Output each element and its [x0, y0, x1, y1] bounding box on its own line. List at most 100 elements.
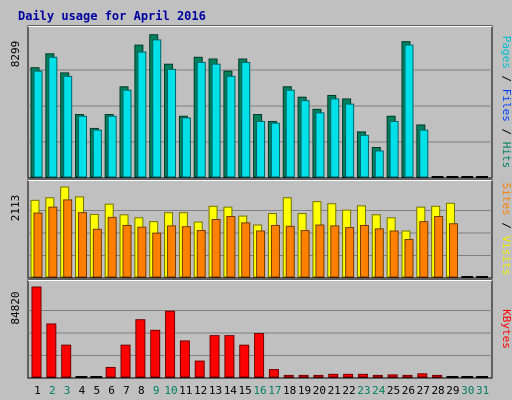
bar-kbytes	[357, 373, 368, 378]
day-label: 30	[461, 384, 474, 397]
day-label: 22	[342, 384, 355, 397]
bar-sites	[181, 226, 191, 278]
bar-pages	[33, 70, 43, 178]
bar-pages	[374, 150, 384, 178]
day-label: 24	[372, 384, 386, 397]
bar-pages	[137, 51, 147, 178]
bar-kbytes	[298, 374, 309, 378]
bar-kbytes	[61, 344, 72, 378]
legend-entry: Files	[500, 89, 512, 122]
series-sites	[33, 199, 488, 278]
bar-kbytes	[372, 374, 383, 378]
bar-kbytes	[179, 340, 190, 378]
bar-kbytes	[387, 374, 398, 378]
day-label: 7	[123, 384, 130, 397]
day-label: 27	[417, 384, 430, 397]
bar-kbytes	[328, 373, 339, 378]
bar-kbytes	[46, 323, 57, 378]
legend-entry: Hits	[500, 142, 512, 169]
bar-sites	[167, 225, 177, 278]
bar-zero-marker	[75, 376, 88, 378]
bar-zero-marker	[476, 276, 488, 278]
bar-kbytes	[417, 373, 428, 378]
bar-zero-marker	[476, 176, 488, 178]
day-label: 20	[313, 384, 326, 397]
bar-zero-marker	[446, 376, 459, 378]
bar-pages	[211, 63, 221, 178]
bar-zero-marker	[446, 176, 459, 178]
kbytes-panel: 84820 KBytes	[9, 279, 512, 379]
legend-entry: Visits	[500, 236, 512, 276]
bar-sites	[92, 228, 102, 278]
legend-entry: /	[500, 216, 512, 236]
day-label: 29	[446, 384, 459, 397]
bar-sites	[33, 212, 43, 278]
y-max-label: 2113	[9, 195, 22, 222]
day-label: 12	[194, 384, 207, 397]
bar-kbytes	[432, 374, 443, 378]
bar-pages	[315, 112, 325, 178]
day-label: 26	[402, 384, 415, 397]
bar-kbytes	[402, 374, 413, 378]
bar-pages	[196, 61, 206, 178]
day-label: 23	[357, 384, 370, 397]
bar-zero-marker	[431, 176, 444, 178]
chart-panels: 8299 Pages / Files / Hits 2113 Sites / Visi…	[9, 25, 512, 379]
bar-kbytes	[120, 344, 131, 378]
bar-kbytes	[224, 335, 235, 378]
bar-sites	[270, 224, 280, 278]
day-label: 8	[138, 384, 145, 397]
legend-entry: /	[500, 69, 512, 89]
hits-panel: 8299 Pages / Files / Hits	[9, 25, 512, 179]
bar-pages	[167, 68, 177, 178]
bar-sites	[389, 230, 399, 278]
day-label: 28	[431, 384, 444, 397]
legend-label: Pages / Files / Hits	[500, 36, 512, 169]
visits-panel: 2113 Sites / Visits	[9, 179, 512, 279]
bar-sites	[48, 206, 58, 278]
bar-kbytes	[135, 319, 146, 378]
bar-kbytes	[105, 366, 116, 378]
y-max-label: 8299	[9, 41, 22, 68]
bar-kbytes	[150, 329, 161, 378]
bar-pages	[92, 129, 102, 178]
bar-pages	[226, 75, 236, 178]
bar-kbytes	[254, 332, 265, 378]
bar-kbytes	[31, 286, 42, 378]
bar-pages	[389, 120, 399, 178]
bar-pages	[270, 122, 280, 178]
bar-sites	[211, 218, 221, 278]
day-label: 2	[49, 384, 56, 397]
bar-sites	[330, 225, 340, 278]
day-label: 10	[164, 384, 177, 397]
bar-kbytes	[165, 310, 176, 378]
day-label: 18	[283, 384, 296, 397]
bar-sites	[226, 216, 236, 278]
legend-entry: KBytes	[500, 309, 512, 349]
x-axis-day-labels: 1 2 3 4 5 6 7 8 9 10 11 12 13 14 15 16 17 18 19 20 21 22 23 24 2…	[34, 384, 489, 397]
legend-label: Sites / Visits	[500, 183, 512, 276]
bar-zero-marker	[90, 376, 103, 378]
bar-sites	[122, 224, 132, 278]
bar-sites	[241, 222, 251, 278]
bar-sites	[345, 227, 355, 278]
bar-pages	[241, 61, 251, 178]
bar-kbytes	[343, 373, 354, 378]
day-label: 31	[476, 384, 489, 397]
bar-zero-marker	[461, 376, 474, 378]
bar-zero-marker	[461, 176, 474, 178]
bar-kbytes	[209, 335, 220, 378]
day-label: 19	[298, 384, 311, 397]
legend-entry: Pages	[500, 36, 512, 69]
bar-sites	[107, 216, 117, 278]
bar-zero-marker	[461, 276, 474, 278]
bar-pages	[122, 89, 132, 178]
day-label: 11	[179, 384, 192, 397]
bar-sites	[419, 221, 429, 278]
bar-pages	[285, 89, 295, 178]
series-kbytes	[31, 286, 488, 378]
day-label: 5	[93, 384, 100, 397]
bar-sites	[285, 225, 295, 278]
bar-pages	[419, 129, 429, 178]
